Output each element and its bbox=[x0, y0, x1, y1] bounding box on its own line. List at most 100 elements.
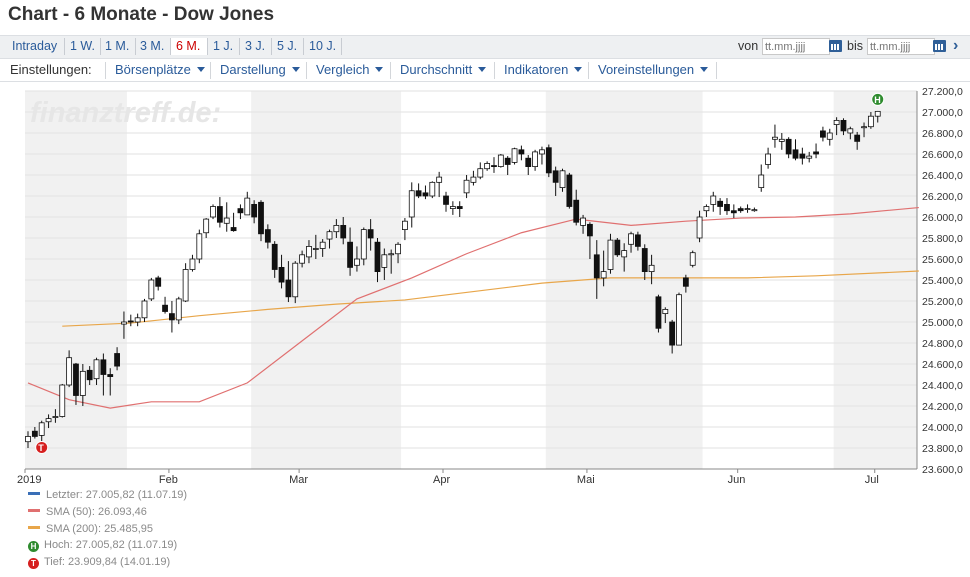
candle-body bbox=[162, 304, 168, 312]
y-tick-label: 24.000,0 bbox=[922, 422, 963, 434]
y-tick-label: 27.200,0 bbox=[922, 86, 963, 98]
candle-body bbox=[114, 353, 120, 367]
y-tick-label: 25.800,0 bbox=[922, 233, 963, 245]
sma200-line bbox=[62, 270, 919, 327]
chevron-right-icon[interactable]: › bbox=[953, 37, 959, 54]
y-tick-label: 25.600,0 bbox=[922, 254, 963, 266]
caret-down-icon bbox=[375, 67, 384, 72]
candle-body bbox=[634, 234, 641, 247]
calendar-icon[interactable] bbox=[829, 40, 842, 52]
tab-intraday[interactable]: Intraday bbox=[8, 38, 65, 55]
candle-body bbox=[203, 218, 210, 234]
candle-body bbox=[25, 436, 31, 443]
candle-body bbox=[676, 294, 682, 346]
candle-body bbox=[223, 217, 230, 224]
candle-body bbox=[79, 370, 86, 396]
candle-body bbox=[134, 317, 141, 323]
candle-body bbox=[813, 151, 819, 155]
menu-voreinstellungen[interactable]: Voreinstellungen bbox=[588, 62, 718, 79]
menu-darstellung[interactable]: Darstellung bbox=[210, 62, 300, 79]
candle-body bbox=[449, 206, 456, 209]
caret-down-icon bbox=[574, 67, 583, 72]
tab-label: 1 W. bbox=[70, 39, 96, 53]
legend-last-text: Letzter: 27.005,82 (11.07.19) bbox=[46, 489, 188, 501]
menu-boersenplaetze[interactable]: Börsenplätze bbox=[105, 62, 205, 79]
candle-body bbox=[854, 134, 861, 142]
candle-body bbox=[31, 430, 38, 437]
candle-body bbox=[52, 416, 59, 418]
candle-body bbox=[614, 239, 621, 256]
candle-body bbox=[806, 155, 813, 159]
candle-body bbox=[182, 269, 189, 302]
calendar-icon[interactable] bbox=[933, 40, 946, 52]
legend-sma200-text: SMA (200): 25.485,95 bbox=[46, 523, 154, 535]
candle-body bbox=[587, 223, 593, 237]
candle-body bbox=[765, 153, 771, 165]
tab-10j[interactable]: 10 J. bbox=[304, 38, 342, 55]
settings-label: Einstellungen: bbox=[10, 62, 92, 77]
candle-body bbox=[299, 254, 306, 264]
candle-body bbox=[724, 203, 730, 212]
menu-label: Darstellung bbox=[220, 62, 286, 77]
candle-body bbox=[545, 147, 552, 174]
sma50-swatch bbox=[28, 509, 40, 512]
tab-1m[interactable]: 1 M. bbox=[101, 38, 136, 55]
tab-label: Intraday bbox=[12, 39, 58, 53]
y-tick-label: 25.200,0 bbox=[922, 296, 963, 308]
y-tick-label: 24.200,0 bbox=[922, 401, 963, 413]
tab-label: 10 J. bbox=[309, 39, 337, 53]
y-tick-label: 24.800,0 bbox=[922, 338, 963, 350]
legend-high: H Hoch: 27.005,82 (11.07.19) bbox=[28, 539, 177, 552]
menu-label: Vergleich bbox=[316, 62, 370, 77]
high-marker-icon: H bbox=[28, 541, 39, 552]
x-tick-label: Jul bbox=[865, 474, 879, 486]
candle-body bbox=[319, 241, 326, 249]
x-tick-label: Apr bbox=[433, 474, 450, 486]
candle-body bbox=[559, 170, 566, 189]
menu-durchschnitt[interactable]: Durchschnitt bbox=[390, 62, 487, 79]
candle-body bbox=[381, 254, 388, 268]
candle-body bbox=[470, 176, 477, 183]
candle-body bbox=[820, 130, 826, 138]
candle-body bbox=[525, 157, 532, 167]
candle-body bbox=[333, 224, 340, 233]
tab-6m[interactable]: 6 M. bbox=[171, 38, 208, 55]
candle-body bbox=[210, 206, 216, 218]
candle-body bbox=[395, 243, 401, 255]
y-tick-label: 24.400,0 bbox=[922, 380, 963, 392]
x-tick-label: Mar bbox=[289, 474, 308, 486]
y-tick-label: 26.000,0 bbox=[922, 212, 963, 224]
candle-body bbox=[354, 258, 360, 266]
menu-label: Börsenplätze bbox=[115, 62, 191, 77]
candle-body bbox=[751, 209, 758, 212]
legend-last: Letzter: 27.005,82 (11.07.19) bbox=[28, 489, 187, 501]
menu-vergleich[interactable]: Vergleich bbox=[306, 62, 384, 79]
y-tick-label: 23.800,0 bbox=[922, 443, 963, 455]
tab-label: 1 J. bbox=[213, 39, 234, 53]
candle-body bbox=[258, 201, 264, 235]
tab-label: 5 J. bbox=[277, 39, 298, 53]
candle-body bbox=[792, 149, 799, 159]
candle-body bbox=[621, 250, 628, 258]
candle-body bbox=[38, 422, 45, 436]
legend-high-text: Hoch: 27.005,82 (11.07.19) bbox=[44, 539, 178, 551]
candle-body bbox=[121, 321, 127, 325]
candle-body bbox=[655, 296, 662, 329]
menu-indikatoren[interactable]: Indikatoren bbox=[494, 62, 583, 79]
candle-body bbox=[367, 229, 374, 239]
candle-body bbox=[566, 174, 573, 207]
candle-body bbox=[580, 217, 586, 226]
candle-body bbox=[148, 279, 155, 300]
candle-body bbox=[237, 208, 244, 214]
tab-1w[interactable]: 1 W. bbox=[66, 38, 101, 55]
candle-body bbox=[600, 271, 607, 279]
candle-body bbox=[230, 227, 237, 232]
legend-low: T Tief: 23.909,84 (14.01.19) bbox=[28, 556, 170, 569]
tab-3j[interactable]: 3 J. bbox=[240, 38, 272, 55]
tab-3m[interactable]: 3 M. bbox=[136, 38, 171, 55]
y-tick-label: 26.400,0 bbox=[922, 170, 963, 182]
candle-body bbox=[682, 277, 689, 287]
tab-5j[interactable]: 5 J. bbox=[272, 38, 304, 55]
tab-1j[interactable]: 1 J. bbox=[208, 38, 240, 55]
